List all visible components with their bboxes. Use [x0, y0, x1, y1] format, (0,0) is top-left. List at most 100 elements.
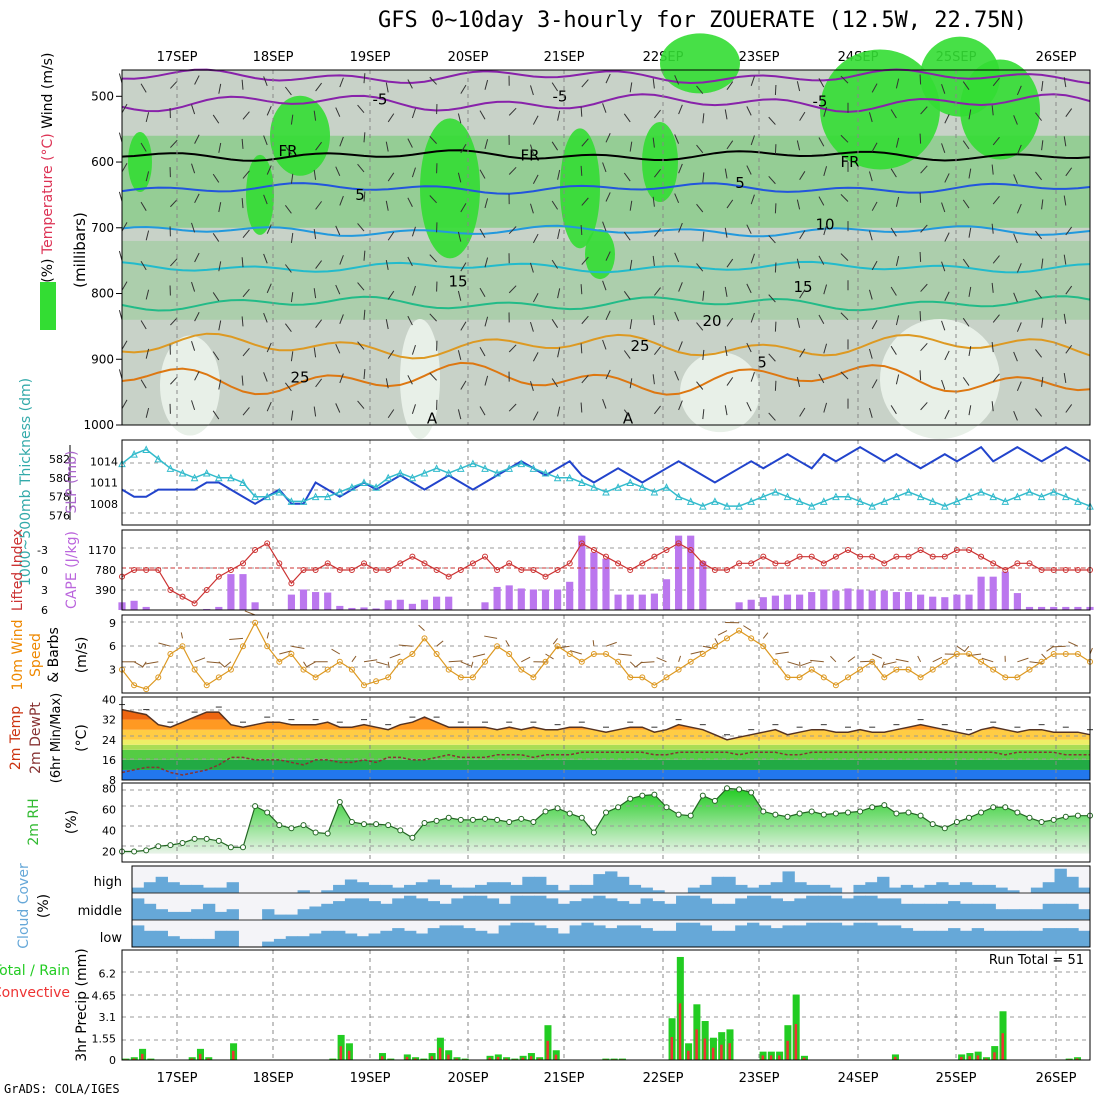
rh2m-point	[506, 818, 513, 825]
day-label-top: 26SEP	[1036, 50, 1077, 65]
isotherm-line	[121, 332, 1091, 360]
rh2m-point	[845, 809, 851, 816]
isotherm-line	[121, 260, 1091, 274]
cape-bar	[203, 608, 211, 610]
cloud-cell	[498, 903, 511, 920]
rh2m-point	[494, 816, 501, 823]
cloud-cell	[486, 933, 500, 947]
wind-barb	[145, 348, 150, 359]
wind-barb	[871, 83, 878, 93]
cloud-cell	[368, 901, 381, 920]
wind-speed-point	[857, 666, 864, 673]
wind-speed-point	[131, 682, 138, 689]
wind-barb	[920, 106, 928, 115]
cloud-cell	[167, 882, 180, 893]
cloud-cell	[451, 898, 464, 920]
dry-cell	[680, 352, 760, 433]
wind-barb	[796, 377, 801, 387]
wind-barb	[411, 226, 416, 237]
rh2m-point	[1014, 809, 1021, 816]
cape-bar	[953, 594, 961, 610]
wind-barb	[623, 113, 631, 123]
wind-barb	[170, 199, 178, 208]
cloud-cell	[900, 903, 914, 920]
thickness-point	[747, 497, 756, 505]
wind-barb	[1065, 226, 1073, 236]
wind-barb	[690, 650, 704, 655]
isotherm-line	[121, 93, 1091, 113]
cloud-cell	[486, 898, 500, 920]
rh2m-point	[373, 821, 380, 828]
wind-barb	[871, 260, 878, 271]
wind-barb	[605, 133, 611, 143]
rh2m-point	[893, 810, 900, 817]
cloud-cell	[605, 898, 618, 920]
wind-barb	[529, 381, 534, 391]
rh2m-point	[482, 815, 488, 822]
li-point	[1026, 560, 1033, 567]
cloud-cell	[557, 903, 571, 920]
wind-barb	[941, 320, 946, 331]
wind-barb	[580, 165, 583, 176]
wind-barb	[605, 641, 617, 647]
cloud-cell	[888, 887, 902, 893]
wind-barb	[962, 377, 970, 386]
wind-barb	[145, 661, 159, 665]
cloud-cell	[1054, 928, 1067, 947]
rh2m-point	[312, 829, 319, 836]
wind-barb	[460, 144, 467, 154]
rh2m-area	[122, 788, 1090, 854]
wind-barb	[508, 403, 517, 412]
cloud-cell	[463, 928, 476, 947]
wind-barb	[962, 258, 970, 268]
rh2m-point	[784, 813, 791, 820]
wind-barb	[580, 343, 583, 354]
wind-barb	[944, 291, 950, 301]
wind-barb	[313, 110, 317, 121]
thickness-point	[384, 473, 393, 482]
wind-barb	[818, 78, 825, 88]
cloud-cell	[167, 911, 180, 920]
wind-barb	[194, 371, 200, 381]
wind-barb	[191, 104, 196, 115]
wind-barb	[357, 163, 365, 173]
rh2m-point	[1038, 818, 1045, 825]
wind-barb	[702, 231, 705, 242]
wind-barb	[284, 86, 292, 96]
wind-barb	[339, 195, 344, 206]
wind-barb	[932, 656, 943, 663]
thickness-point	[178, 468, 187, 477]
wind-speed-point	[1026, 666, 1033, 673]
cloud-cell	[1042, 903, 1056, 920]
wind-barb	[623, 172, 631, 182]
wind-barb	[746, 342, 752, 353]
convective-bar	[778, 1055, 781, 1060]
wind-speed-point	[832, 682, 839, 689]
wind-barb	[991, 282, 994, 293]
pressure-axis-label: (millibars)	[71, 212, 89, 288]
rh2m-point	[615, 804, 622, 811]
li-point	[784, 560, 791, 567]
wind-barb	[551, 200, 559, 210]
wind-barb	[335, 225, 341, 236]
wind-barb	[991, 223, 994, 234]
chart-title: GFS 0~10day 3-hourly for ZOUERATE (12.5W…	[378, 8, 1028, 33]
wind-barb	[407, 375, 413, 385]
thickness-point	[517, 459, 526, 468]
thickness-point	[444, 468, 453, 477]
cloud-cell	[202, 903, 216, 920]
wind-barb	[992, 373, 1000, 382]
tick-label: 60	[102, 803, 116, 816]
cape-bar	[251, 602, 259, 610]
cloud-cell	[735, 884, 748, 893]
isotherm-line	[121, 149, 1091, 162]
cloud-cell	[616, 876, 630, 893]
li-point	[240, 560, 246, 567]
thickness-point	[541, 468, 550, 477]
wind-barb	[351, 655, 357, 663]
li-point	[566, 560, 573, 567]
wind-barb	[457, 172, 462, 183]
wind-speed-point	[554, 643, 561, 650]
rh-blob	[585, 229, 615, 280]
rh2m-point	[227, 844, 234, 851]
